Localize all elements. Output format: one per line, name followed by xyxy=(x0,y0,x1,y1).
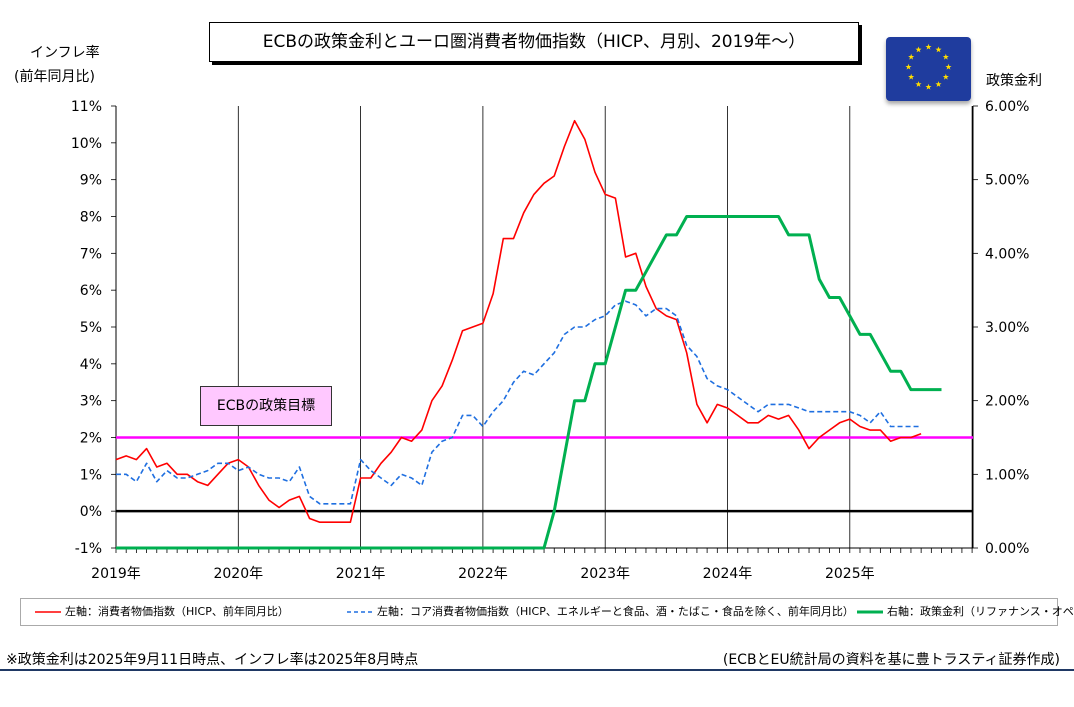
y-right-tick-label: 5.00% xyxy=(985,173,1029,189)
legend-swatch-core xyxy=(347,611,373,613)
x-tick-label: 2021年 xyxy=(336,566,386,582)
chart-title: ECBの政策金利とユーロ圏消費者物価指数（HICP、月別、2019年～） xyxy=(209,22,859,62)
core-hicp-series-line xyxy=(116,300,922,505)
flag-star-icon xyxy=(935,46,942,53)
y-left-tick-label: 2% xyxy=(80,431,102,447)
flag-star-icon xyxy=(935,81,942,87)
footnote-left: ※政策金利は2025年9月11日時点、インフレ率は2025年8月時点 xyxy=(6,652,419,668)
flag-star-icon xyxy=(915,81,922,87)
left-axis-caption: インフレ率 xyxy=(30,45,100,61)
y-left-tick-label: 6% xyxy=(80,283,102,299)
y-right-tick-label: 2.00% xyxy=(985,394,1029,410)
legend: 左軸：消費者物価指数（HICP、前年同月比） 左軸：コア消費者物価指数（HICP… xyxy=(20,598,1074,626)
legend-swatch-rate xyxy=(857,610,883,614)
y-left-tick-label: 8% xyxy=(80,210,102,226)
flag-star-icon xyxy=(908,73,915,80)
left-axis-caption-sub: (前年同月比) xyxy=(14,69,95,85)
y-right-tick-label: 4.00% xyxy=(985,246,1029,262)
legend-label-core: 左軸：コア消費者物価指数（HICP、エネルギーと食品、酒・たばこ・食品を除く、前… xyxy=(377,605,854,618)
flag-star-icon xyxy=(942,73,949,80)
policy-rate-series-line xyxy=(116,215,942,550)
axis-ticks xyxy=(111,105,978,553)
flag-star-icon xyxy=(915,46,922,53)
y-left-tick-label: 0% xyxy=(80,504,102,520)
flag-star-icon xyxy=(925,83,932,90)
flag-star-icon xyxy=(945,63,952,70)
y-right-tick-label: 3.00% xyxy=(985,320,1029,336)
bottom-divider xyxy=(0,669,1074,671)
legend-item-rate: 右軸：政策金利（リファナンス・オペ） xyxy=(857,599,1074,625)
x-tick-label: 2025年 xyxy=(825,566,875,582)
flag-star-icon xyxy=(942,53,949,60)
x-tick-label: 2019年 xyxy=(91,566,141,582)
y-left-tick-label: -1% xyxy=(75,541,102,557)
y-right-tick-label: 1.00% xyxy=(985,467,1029,483)
y-left-tick-label: 4% xyxy=(80,357,102,373)
eu-flag-icon xyxy=(886,37,971,101)
right-axis-caption: 政策金利 xyxy=(986,73,1042,89)
y-left-tick-label: 3% xyxy=(80,394,102,410)
x-tick-label: 2023年 xyxy=(580,566,630,582)
flag-star-icon xyxy=(908,53,915,60)
footnote-source: (ECBとEU統計局の資料を基に豊トラスティ証券作成) xyxy=(722,652,1060,668)
legend-label-hicp: 左軸：消費者物価指数（HICP、前年同月比） xyxy=(65,605,289,618)
flag-star-icon xyxy=(905,63,912,70)
y-left-tick-label: 10% xyxy=(71,136,102,152)
series-lines xyxy=(115,119,973,550)
y-left-tick-label: 9% xyxy=(80,173,102,189)
y-left-tick-label: 11% xyxy=(71,99,102,115)
hicp-series-line xyxy=(115,119,922,524)
y-right-tick-label: 0.00% xyxy=(985,541,1029,557)
policy-target-label: ECBの政策目標 xyxy=(200,386,332,426)
legend-item-hicp: 左軸：消費者物価指数（HICP、前年同月比） xyxy=(35,599,335,625)
x-tick-label: 2022年 xyxy=(458,566,508,582)
legend-item-core: 左軸：コア消費者物価指数（HICP、エネルギーと食品、酒・たばこ・食品を除く、前… xyxy=(347,599,867,625)
legend-label-rate: 右軸：政策金利（リファナンス・オペ） xyxy=(887,605,1074,618)
y-right-tick-label: 6.00% xyxy=(985,99,1029,115)
legend-swatch-hicp xyxy=(35,611,61,613)
x-tick-label: 2024年 xyxy=(703,566,753,582)
flag-star-icon xyxy=(925,43,932,50)
axis-tick-labels: 2019年 2020年 2021年 2022年 2023年 2024年 2025年 -1% 0%… xyxy=(71,99,1030,582)
x-tick-label: 2020年 xyxy=(213,566,263,582)
y-left-tick-label: 7% xyxy=(80,246,102,262)
vertical-gridlines xyxy=(237,106,973,548)
y-left-tick-label: 1% xyxy=(80,467,102,483)
y-left-tick-label: 5% xyxy=(80,320,102,336)
